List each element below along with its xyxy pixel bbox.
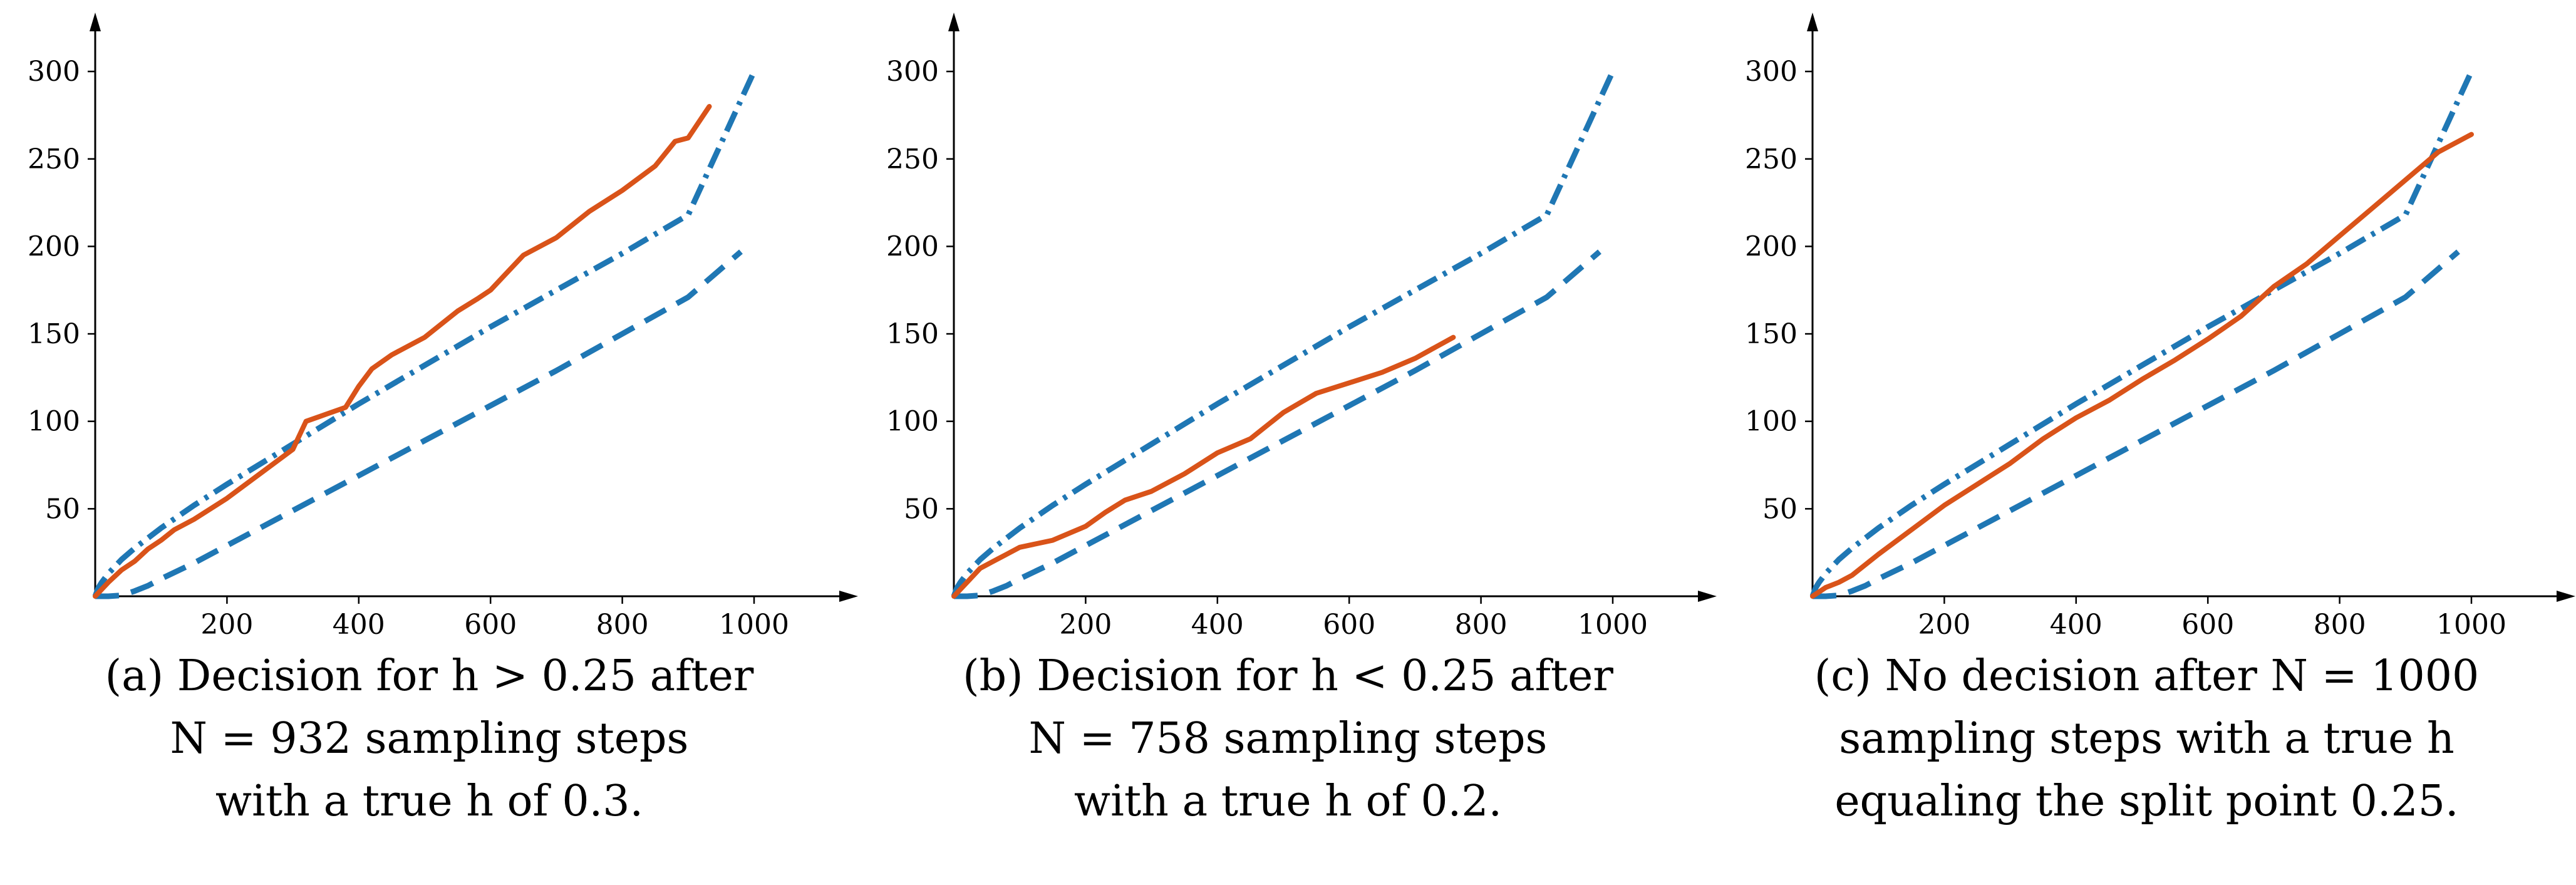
y-tick-label: 300 <box>886 56 939 88</box>
chart-b: 200 400 600 800 1000 50 100 150 200 250 300 <box>886 13 1717 641</box>
x-tick-label: 1000 <box>719 609 789 641</box>
caption-b-line-2: N = 758 sampling steps <box>1028 714 1548 763</box>
x-tick-label: 800 <box>2314 609 2366 641</box>
lower-boundary-line <box>954 249 1601 599</box>
y-tick-label: 200 <box>1745 230 1798 262</box>
y-tick-label: 200 <box>28 230 80 262</box>
y-tick-label: 100 <box>28 406 80 438</box>
lower-boundary-line <box>95 249 743 599</box>
y-tick-label: 150 <box>1745 318 1798 350</box>
y-tick-label: 50 <box>904 493 939 525</box>
y-tick-label: 150 <box>28 318 80 350</box>
x-tick-label: 200 <box>1918 609 1970 641</box>
trajectory-line <box>93 104 712 599</box>
x-tick-label: 600 <box>1323 609 1375 641</box>
y-tick-label: 50 <box>45 493 80 525</box>
x-axis-arrowhead <box>1698 591 1717 602</box>
x-tick-label: 1000 <box>2436 609 2506 641</box>
caption-c-line-2: sampling steps with a true h <box>1839 714 2454 763</box>
caption-a-line-3: with a true h of 0.3. <box>215 777 644 826</box>
x-axis-arrowhead <box>2557 591 2575 602</box>
trajectory-line <box>1810 132 2474 599</box>
panel-b: 200 400 600 800 1000 50 100 150 200 250 300 (b) De… <box>859 0 1717 885</box>
y-tick-label: 100 <box>886 406 939 438</box>
y-tick-label: 200 <box>886 230 939 262</box>
upper-boundary-line <box>951 70 1616 598</box>
caption-a-line-2: N = 932 sampling steps <box>170 714 689 763</box>
x-tick-label: 400 <box>2050 609 2103 641</box>
x-axis-arrowhead <box>839 591 858 602</box>
panel-c: 200 400 600 800 1000 50 100 150 200 250 300 (c) No… <box>1717 0 2576 885</box>
y-tick-label: 250 <box>28 143 80 175</box>
caption-b: (b) Decision for h < 0.25 after N = 758 … <box>859 645 1717 833</box>
x-tick-label: 1000 <box>1578 609 1648 641</box>
chart-c: 200 400 600 800 1000 50 100 150 200 250 300 <box>1745 13 2575 641</box>
x-tick-label: 800 <box>596 609 649 641</box>
x-tick-label: 400 <box>1191 609 1244 641</box>
y-tick-label: 150 <box>886 318 939 350</box>
caption-b-line-1: (b) Decision for h < 0.25 after <box>963 651 1613 701</box>
caption-b-line-3: with a true h of 0.2. <box>1073 777 1503 826</box>
x-tick-label: 800 <box>1455 609 1508 641</box>
x-tick-label: 600 <box>2181 609 2234 641</box>
chart-a: 200 400 600 800 1000 50 100 150 200 250 300 <box>28 13 858 641</box>
lower-boundary-line <box>1813 249 2460 599</box>
caption-a: (a) Decision for h > 0.25 after N = 932 … <box>0 645 859 833</box>
caption-c-line-1: (c) No decision after N = 1000 <box>1814 651 2480 701</box>
upper-boundary-line <box>92 70 757 598</box>
x-tick-label: 400 <box>333 609 385 641</box>
y-tick-label: 300 <box>28 56 80 88</box>
x-tick-label: 200 <box>1059 609 1112 641</box>
y-tick-label: 50 <box>1762 493 1798 525</box>
y-tick-label: 300 <box>1745 56 1798 88</box>
trajectory-line <box>951 334 1456 599</box>
y-axis-arrowhead <box>90 13 101 31</box>
caption-c: (c) No decision after N = 1000 sampling … <box>1717 645 2576 833</box>
upper-boundary-line <box>1809 70 2475 598</box>
x-tick-label: 200 <box>200 609 253 641</box>
y-axis-arrowhead <box>948 13 960 31</box>
caption-a-line-1: (a) Decision for h > 0.25 after <box>105 651 754 701</box>
y-tick-label: 250 <box>886 143 939 175</box>
y-tick-label: 250 <box>1745 143 1798 175</box>
x-tick-label: 600 <box>464 609 517 641</box>
y-tick-label: 100 <box>1745 406 1798 438</box>
y-axis-arrowhead <box>1807 13 1818 31</box>
panel-a: 200 400 600 800 1000 50 100 150 200 250 300 (a) De… <box>0 0 859 885</box>
caption-c-line-3: equaling the split point 0.25. <box>1834 777 2459 826</box>
